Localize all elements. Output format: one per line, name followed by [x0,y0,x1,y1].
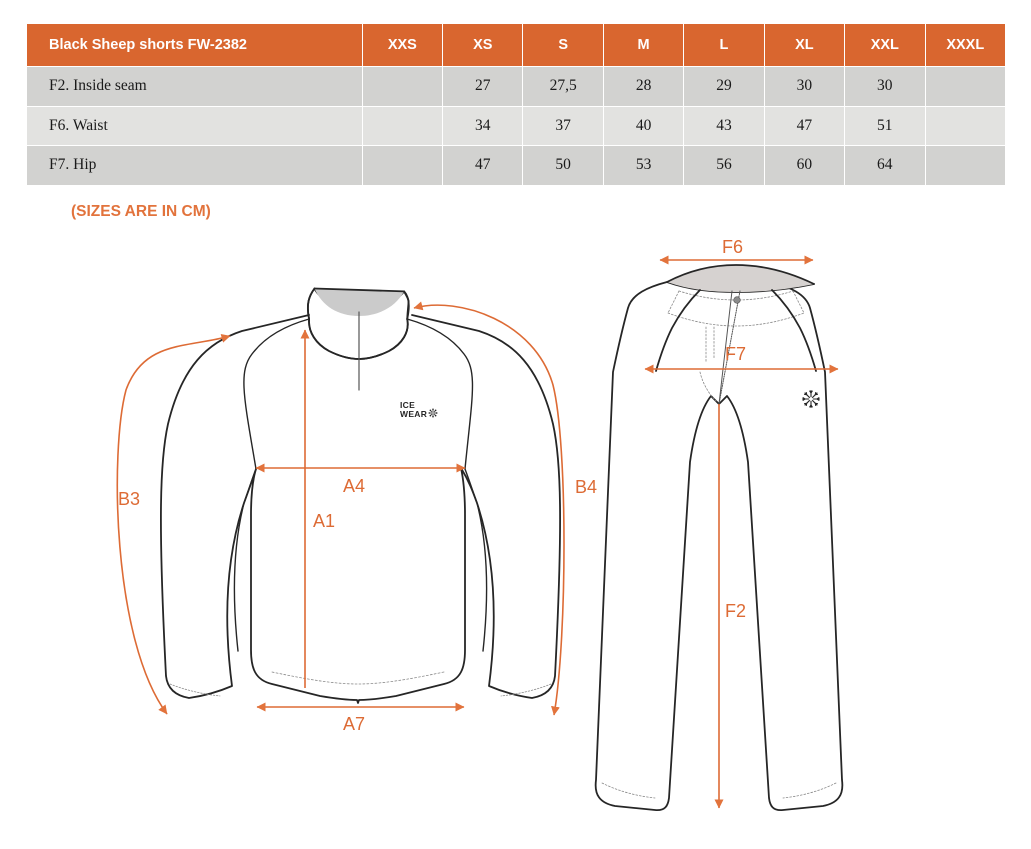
svg-text:F6: F6 [722,237,743,257]
svg-text:B4: B4 [575,477,597,497]
svg-text:WEAR: WEAR [400,409,427,419]
svg-text:B3: B3 [118,489,140,509]
svg-text:F2: F2 [725,601,746,621]
svg-text:A1: A1 [313,511,335,531]
svg-text:A4: A4 [343,476,365,496]
svg-text:A7: A7 [343,714,365,734]
svg-text:F7: F7 [725,344,746,364]
